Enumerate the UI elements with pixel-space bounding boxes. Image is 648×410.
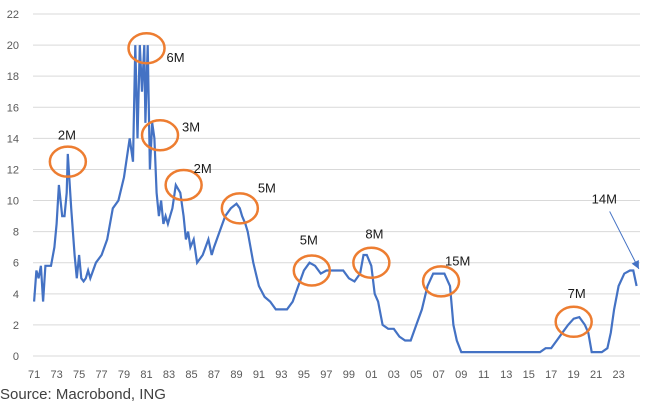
x-tick-label: 09 [455,369,467,381]
x-tick-label: 95 [298,369,310,381]
x-tick-label: 15 [523,369,535,381]
annotation-label: 2M [58,128,76,143]
x-tick-label: 79 [118,369,130,381]
annotation-circle [220,192,260,225]
y-tick-label: 20 [7,40,19,52]
y-tick-label: 4 [13,289,19,301]
series-line [33,45,638,354]
series-group [33,45,638,354]
y-tick-label: 2 [13,320,19,332]
annotation-arrow-head [631,260,639,269]
annotation-label: 7M [568,286,586,301]
x-tick-label: 19 [568,369,580,381]
annotation-label: 5M [258,180,276,195]
x-tick-label: 81 [140,369,152,381]
annotation-circle [554,305,593,339]
annotation-circle [352,246,391,279]
annotation-label: 5M [300,233,318,248]
x-tick-label: 99 [343,369,355,381]
annotation-arrow-line [609,211,640,270]
annotation-circle [164,168,203,202]
x-tick-label: 87 [208,369,220,381]
x-tick-label: 21 [590,369,602,381]
annotation-circle [421,265,461,298]
annotations-group: 2M 6M 3M 2M 5M 5M 8M 15M 7M 14M [48,31,640,339]
y-tick-label: 10 [7,196,19,208]
annotation-label: 8M [365,227,383,242]
x-axis-ticks: 71 73 75 77 79 81 83 85 87 89 91 93 95 97 99 01 03 05 07 09… [28,369,625,381]
annotation-arrow-label: 14M [592,191,617,206]
annotation-circle [140,119,180,152]
x-tick-label: 73 [50,369,62,381]
x-tick-label: 07 [433,369,445,381]
x-tick-label: 11 [478,369,489,381]
x-tick-label: 03 [388,369,400,381]
x-tick-label: 05 [410,369,422,381]
x-tick-label: 93 [275,369,287,381]
x-tick-label: 13 [500,369,512,381]
gridlines [33,13,640,357]
x-tick-label: 17 [545,369,557,381]
y-tick-label: 14 [7,133,19,145]
x-tick-label: 23 [613,369,625,381]
y-tick-label: 12 [7,164,19,176]
x-tick-label: 89 [230,369,242,381]
annotation-circle [48,145,88,178]
annotation-circle [292,254,332,287]
x-tick-label: 83 [163,369,175,381]
y-tick-label: 8 [13,227,19,239]
x-tick-label: 91 [253,369,265,381]
source-note: Source: Macrobond, ING [0,386,166,403]
annotation-circle [127,31,166,65]
x-tick-label: 75 [73,369,85,381]
x-tick-label: 71 [28,369,40,381]
x-tick-label: 85 [185,369,197,381]
annotation-label: 3M [182,119,200,134]
y-tick-label: 0 [13,351,19,363]
y-axis-ticks: 0 2 4 6 8 10 12 14 16 18 20 22 [7,9,19,363]
annotation-label: 6M [167,50,185,65]
y-tick-label: 6 [13,258,19,270]
y-tick-label: 22 [7,9,19,21]
x-tick-label: 77 [95,369,107,381]
annotation-label: 2M [194,161,212,176]
annotation-label: 15M [445,253,470,268]
y-tick-label: 18 [7,71,19,83]
x-tick-label: 01 [365,369,377,381]
x-tick-label: 97 [320,369,332,381]
y-tick-label: 16 [7,102,19,114]
